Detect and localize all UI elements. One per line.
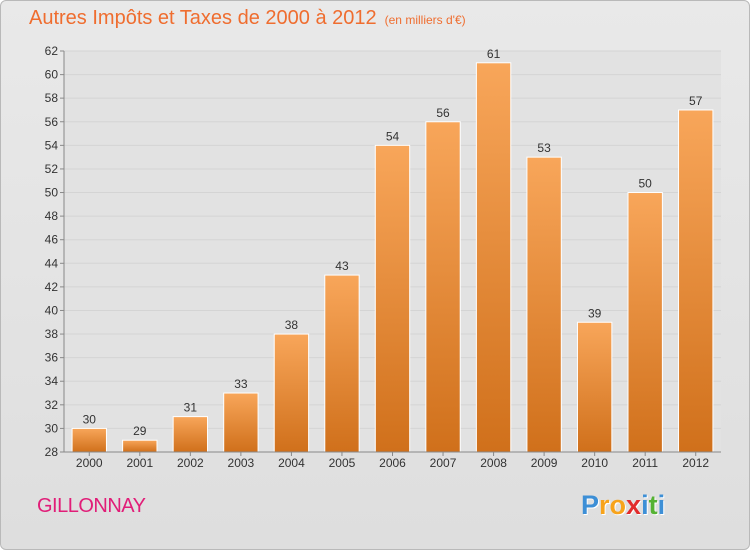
logo-letter: r — [599, 490, 610, 520]
bar-2005[interactable] — [324, 274, 360, 453]
y-tick-label: 30 — [45, 421, 59, 435]
x-tick-label: 2007 — [430, 456, 457, 470]
x-tick-label: 2002 — [177, 456, 204, 470]
x-tick-label: 2003 — [228, 456, 255, 470]
labels: 30 29 31 33 38 43 54 56 61 53 39 50 57 — [83, 47, 703, 438]
y-tick-label: 48 — [45, 209, 59, 223]
x-tick-label: 2001 — [126, 456, 153, 470]
chart-unit: (en milliers d'€) — [384, 13, 466, 27]
bar-value-label: 61 — [487, 47, 501, 61]
y-tick-label: 58 — [45, 91, 59, 105]
bar-2007[interactable] — [425, 121, 461, 453]
bar-value-label: 31 — [184, 401, 198, 415]
bar-value-label: 57 — [689, 94, 703, 108]
bar-value-label: 43 — [335, 259, 349, 273]
bar-2002[interactable] — [172, 416, 209, 453]
bar-2008[interactable] — [475, 62, 512, 453]
bar-value-label: 30 — [83, 412, 97, 426]
bar-value-label: 56 — [436, 106, 450, 120]
bar-value-label: 33 — [234, 377, 248, 391]
bar-2012[interactable] — [678, 109, 714, 453]
logo-letter: x — [626, 490, 642, 520]
x-tick-label: 2006 — [379, 456, 406, 470]
y-tick-label: 60 — [45, 68, 59, 82]
chart-title-text: Autres Impôts et Taxes de 2000 à 2012 — [29, 7, 377, 29]
y-tick-label: 40 — [45, 303, 59, 317]
bar-2003[interactable] — [223, 392, 259, 453]
logo-letter: i — [657, 490, 666, 520]
bar-2011[interactable] — [627, 192, 663, 453]
y-tick-label: 50 — [45, 186, 59, 200]
y-tick-label: 62 — [45, 44, 59, 58]
y-tick-label: 56 — [45, 115, 59, 129]
bar-2006[interactable] — [374, 144, 411, 453]
logo-letter: P — [581, 490, 600, 520]
x-tick-label: 2011 — [632, 456, 658, 470]
logo-letter: i — [641, 490, 649, 520]
x-tick-label: 2005 — [329, 456, 356, 470]
y-tick-label: 46 — [45, 233, 59, 247]
y-tick-label: 54 — [45, 138, 59, 152]
bar-value-label: 50 — [639, 177, 653, 191]
y-tick-label: 32 — [45, 398, 59, 412]
chart-title: Autres Impôts et Taxes de 2000 à 2012 (en… — [29, 7, 466, 30]
bar-value-label: 29 — [133, 424, 147, 438]
y-tick-label: 52 — [45, 162, 59, 176]
axes: 28 30 32 34 36 38 40 42 44 46 48 50 52 54 56 58 60 62 2000… — [45, 44, 721, 470]
bar-value-label: 39 — [588, 306, 602, 320]
x-tick-label: 2009 — [531, 456, 558, 470]
x-tick-label: 2012 — [682, 456, 709, 470]
commune-name: GILLONNAY — [37, 495, 146, 517]
y-tick-label: 34 — [45, 374, 59, 388]
bars — [71, 62, 714, 453]
bar-value-label: 54 — [386, 129, 400, 143]
bar-value-label: 38 — [285, 318, 299, 332]
y-tick-label: 36 — [45, 351, 59, 365]
y-tick-label: 42 — [45, 280, 59, 294]
x-tick-label: 2010 — [581, 456, 608, 470]
bar-2010[interactable] — [576, 321, 613, 453]
logo-letter: o — [609, 490, 627, 520]
bar-2000[interactable] — [71, 427, 107, 453]
x-tick-label: 2004 — [278, 456, 305, 470]
x-tick-label: 2008 — [480, 456, 507, 470]
y-tick-label: 38 — [45, 327, 59, 341]
bar-value-label: 53 — [537, 141, 551, 155]
bar-2004[interactable] — [273, 333, 310, 453]
proxiti-logo[interactable]: Proxiti — [581, 490, 665, 521]
bar-2001[interactable] — [122, 439, 158, 453]
x-tick-label: 2000 — [76, 456, 103, 470]
logo-letter: t — [648, 490, 658, 520]
bar-2009[interactable] — [526, 156, 562, 453]
y-tick-label: 44 — [45, 256, 59, 270]
y-tick-label: 28 — [45, 445, 59, 459]
